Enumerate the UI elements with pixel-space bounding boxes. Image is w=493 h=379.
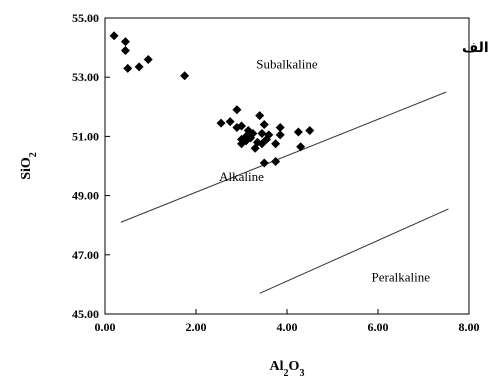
data-point	[257, 128, 267, 138]
data-point	[237, 121, 246, 131]
x-tick-label: 8.00	[459, 320, 480, 334]
x-tick-label: 6.00	[368, 320, 389, 334]
data-point	[293, 127, 303, 137]
y-tick-label: 53.00	[72, 70, 99, 84]
data-point	[296, 142, 306, 152]
data-point	[259, 120, 269, 130]
region-label: Subalkaline	[256, 56, 318, 71]
boundary-lines	[120, 91, 449, 294]
x-tick-label: 2.00	[186, 320, 207, 334]
data-point	[120, 37, 130, 47]
data-point	[134, 62, 144, 72]
data-point	[180, 71, 190, 81]
data-point	[271, 139, 281, 149]
y-axis-title: SiO2	[19, 152, 39, 180]
data-point	[225, 117, 235, 127]
data-point	[120, 46, 130, 56]
boundary-line	[259, 208, 449, 294]
data-points	[109, 31, 315, 168]
x-tick-label: 4.00	[277, 320, 298, 334]
axis-ticks: 0.00 2.00 4.00 6.00 8.00 45.00 47.00 49.00 51.00…	[72, 11, 480, 334]
data-point	[143, 54, 153, 64]
region-label: Peralkaline	[372, 269, 431, 284]
data-point	[255, 111, 265, 121]
x-tick-label: 0.00	[95, 320, 116, 334]
data-point	[271, 157, 281, 167]
data-point	[248, 128, 258, 138]
data-point	[232, 105, 242, 115]
boundary-line	[120, 91, 447, 223]
region-labels: Subalkaline Alkaline Peralkaline	[219, 56, 430, 284]
corner-label: الف	[462, 40, 489, 56]
x-axis-title: Al2O3	[270, 359, 305, 379]
y-tick-label: 45.00	[72, 307, 99, 321]
data-point	[259, 158, 269, 168]
data-point	[275, 130, 285, 140]
data-point	[264, 130, 274, 140]
y-tick-label: 49.00	[72, 189, 99, 203]
y-tick-label: 47.00	[72, 248, 99, 262]
y-tick-label: 55.00	[72, 11, 99, 25]
region-label: Alkaline	[219, 169, 264, 184]
data-point	[275, 123, 285, 133]
data-point	[216, 118, 226, 128]
data-point	[109, 31, 119, 41]
data-point	[305, 125, 315, 135]
data-point	[123, 63, 133, 73]
y-tick-label: 51.00	[72, 129, 99, 143]
